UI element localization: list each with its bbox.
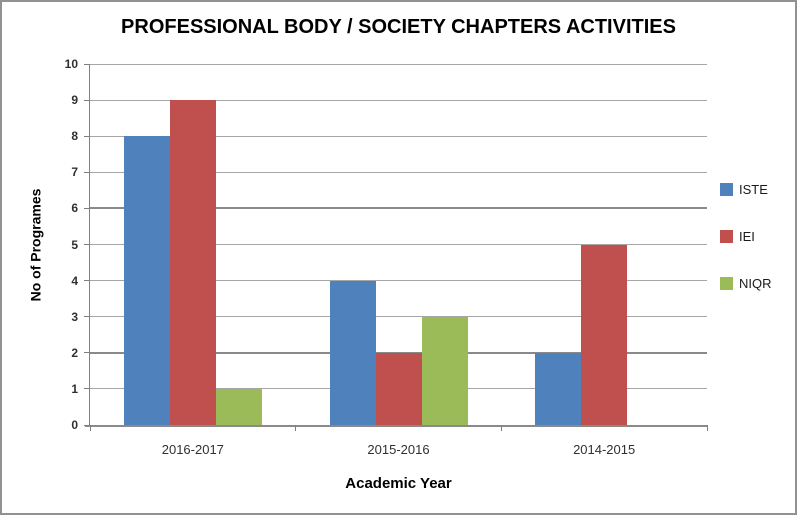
bar-iste-2015-2016 xyxy=(329,280,376,425)
y-tick-mark-1 xyxy=(84,388,89,390)
legend-swatch-iste xyxy=(720,183,733,196)
x-axis-category-label-2015-2016: 2015-2016 xyxy=(367,442,430,457)
gridline-y-6 xyxy=(90,207,707,210)
x-tick-mark-3 xyxy=(706,425,708,431)
legend-item-iei: IEI xyxy=(720,229,755,244)
plot-area xyxy=(90,63,707,425)
y-tick-label-10: 10 xyxy=(64,57,78,71)
legend-swatch-iei xyxy=(720,230,733,243)
legend-swatch-niqr xyxy=(720,277,733,290)
gridline-y-10 xyxy=(90,63,707,65)
bar-iste-2016-2017 xyxy=(123,136,170,425)
x-axis-category-label-2014-2015: 2014-2015 xyxy=(573,442,636,457)
bar-niqr-2015-2016 xyxy=(421,316,468,425)
gridline-y-8 xyxy=(90,135,707,137)
y-tick-mark-6 xyxy=(84,207,89,209)
y-tick-label-0: 0 xyxy=(71,418,78,432)
gridline-y-3 xyxy=(90,316,707,318)
y-axis-line xyxy=(89,64,90,426)
y-tick-mark-2 xyxy=(84,352,89,354)
y-tick-mark-4 xyxy=(84,280,89,282)
y-axis-title-text: No of Programes xyxy=(27,188,43,301)
gridline-y-5 xyxy=(90,244,707,245)
y-tick-mark-5 xyxy=(84,244,89,245)
legend-item-niqr: NIQR xyxy=(720,276,772,291)
y-tick-label-2: 2 xyxy=(71,345,78,360)
y-tick-mark-0 xyxy=(84,424,89,426)
x-axis-title: Academic Year xyxy=(345,475,452,492)
bar-iei-2016-2017 xyxy=(169,100,216,425)
x-axis-category-label-2016-2017: 2016-2017 xyxy=(161,442,224,457)
y-tick-label-5: 5 xyxy=(71,237,78,252)
y-tick-label-1: 1 xyxy=(71,381,78,396)
y-tick-mark-3 xyxy=(84,316,89,318)
bar-iei-2014-2015 xyxy=(581,244,628,425)
legend-label-iste: ISTE xyxy=(739,182,768,197)
y-tick-label-8: 8 xyxy=(71,129,78,144)
y-tick-label-3: 3 xyxy=(71,309,78,324)
gridline-y-7 xyxy=(90,171,707,173)
gridline-y-4 xyxy=(90,280,707,282)
y-tick-label-9: 9 xyxy=(71,93,78,108)
y-tick-label-6: 6 xyxy=(71,201,78,216)
legend-label-iei: IEI xyxy=(739,229,755,244)
gridline-y-2 xyxy=(90,351,707,354)
y-tick-label-4: 4 xyxy=(71,273,78,288)
legend-label-niqr: NIQR xyxy=(739,276,772,291)
y-tick-mark-7 xyxy=(84,171,89,173)
y-tick-mark-9 xyxy=(84,99,89,101)
x-axis-line xyxy=(85,425,708,427)
y-tick-label-7: 7 xyxy=(71,165,78,180)
x-tick-mark-1 xyxy=(295,425,297,431)
y-tick-mark-10 xyxy=(84,63,89,65)
bar-iei-2015-2016 xyxy=(375,352,422,425)
bar-iste-2014-2015 xyxy=(535,352,582,425)
x-tick-mark-2 xyxy=(500,425,502,431)
chart-title: PROFESSIONAL BODY / SOCIETY CHAPTERS ACT… xyxy=(121,16,676,38)
gridline-y-9 xyxy=(90,99,707,101)
bar-niqr-2016-2017 xyxy=(215,388,262,425)
legend-item-iste: ISTE xyxy=(720,182,768,197)
y-axis-title: No of Programes xyxy=(22,64,48,425)
x-tick-mark-0 xyxy=(89,425,91,431)
y-tick-mark-8 xyxy=(84,135,89,137)
